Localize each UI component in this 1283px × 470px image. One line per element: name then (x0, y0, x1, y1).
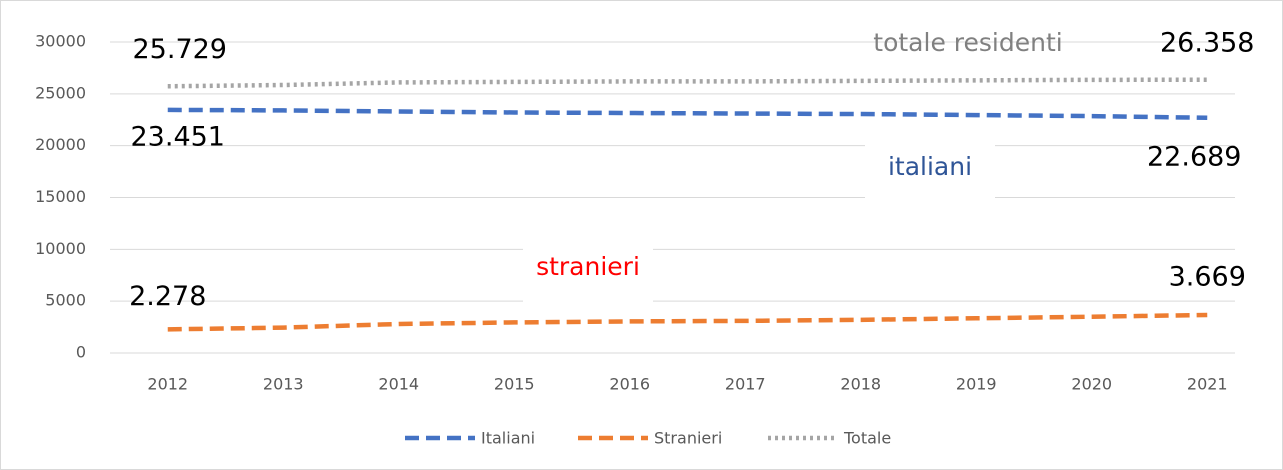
y-tick-label: 5000 (45, 291, 86, 310)
data-label: 3.669 (1169, 261, 1246, 292)
legend-label: Italiani (481, 429, 535, 448)
y-tick-label: 0 (76, 343, 86, 362)
data-label: 23.451 (131, 121, 225, 152)
series-line (167, 77, 1208, 89)
annotation: totale residenti (873, 28, 1062, 57)
x-tick-label: 2019 (956, 375, 997, 394)
x-tick-label: 2013 (263, 375, 304, 394)
data-label: 26.358 (1160, 27, 1254, 58)
series-line (167, 312, 1208, 332)
annotation-box (523, 223, 653, 313)
y-tick-label: 20000 (35, 135, 86, 154)
annotation: stranieri (536, 252, 640, 281)
y-tick-label: 25000 (35, 83, 86, 102)
y-tick-label: 30000 (35, 32, 86, 51)
y-tick-label: 15000 (35, 187, 86, 206)
annotation-box (865, 123, 995, 213)
data-label: 25.729 (133, 34, 227, 65)
x-tick-label: 2021 (1187, 375, 1228, 394)
data-label: 22.689 (1147, 141, 1241, 172)
annotation: italiani (888, 152, 972, 181)
x-tick-label: 2017 (725, 375, 766, 394)
x-tick-label: 2012 (147, 375, 188, 394)
x-tick-label: 2014 (378, 375, 419, 394)
x-tick-label: 2015 (494, 375, 535, 394)
series-line (167, 107, 1208, 121)
x-tick-label: 2020 (1071, 375, 1112, 394)
y-tick-label: 10000 (35, 239, 86, 258)
x-tick-label: 2018 (840, 375, 881, 394)
legend-label: Totale (843, 429, 891, 448)
data-label: 2.278 (129, 281, 206, 312)
legend-label: Stranieri (654, 429, 722, 448)
x-tick-label: 2016 (609, 375, 650, 394)
